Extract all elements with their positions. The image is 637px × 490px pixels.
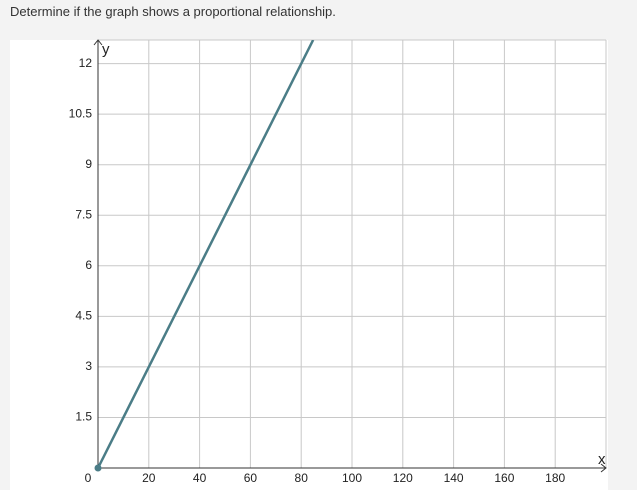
x-tick-label: 80 — [295, 471, 309, 485]
x-axis-label: x — [598, 451, 606, 468]
y-tick-label: 9 — [85, 157, 92, 171]
x-tick-label: 160 — [494, 471, 514, 485]
y-tick-label: 4.5 — [75, 309, 92, 323]
x-tick-label: 140 — [444, 471, 464, 485]
x-tick-label: 40 — [193, 471, 207, 485]
y-tick-label: 6 — [85, 258, 92, 272]
y-tick-label: 10.5 — [69, 106, 93, 120]
x-tick-label: 20 — [142, 471, 156, 485]
y-tick-label: 12 — [79, 56, 93, 70]
x-tick-label: 100 — [342, 471, 362, 485]
data-line — [98, 40, 315, 468]
chart-panel — [10, 40, 608, 490]
x-tick-label: 120 — [393, 471, 413, 485]
y-tick-label: 1.5 — [75, 410, 92, 424]
y-tick-label: 3 — [85, 359, 92, 373]
x-tick-label: 0 — [85, 471, 92, 485]
x-axis-arrow — [600, 463, 607, 473]
y-axis-arrow — [93, 39, 103, 46]
x-tick-label: 180 — [545, 471, 565, 485]
y-axis-label: y — [102, 41, 110, 58]
y-tick-label: 7.5 — [75, 207, 92, 221]
question: Determine if the graph shows a proportio… — [10, 4, 336, 19]
data-point — [94, 464, 102, 472]
x-tick-label: 60 — [244, 471, 258, 485]
